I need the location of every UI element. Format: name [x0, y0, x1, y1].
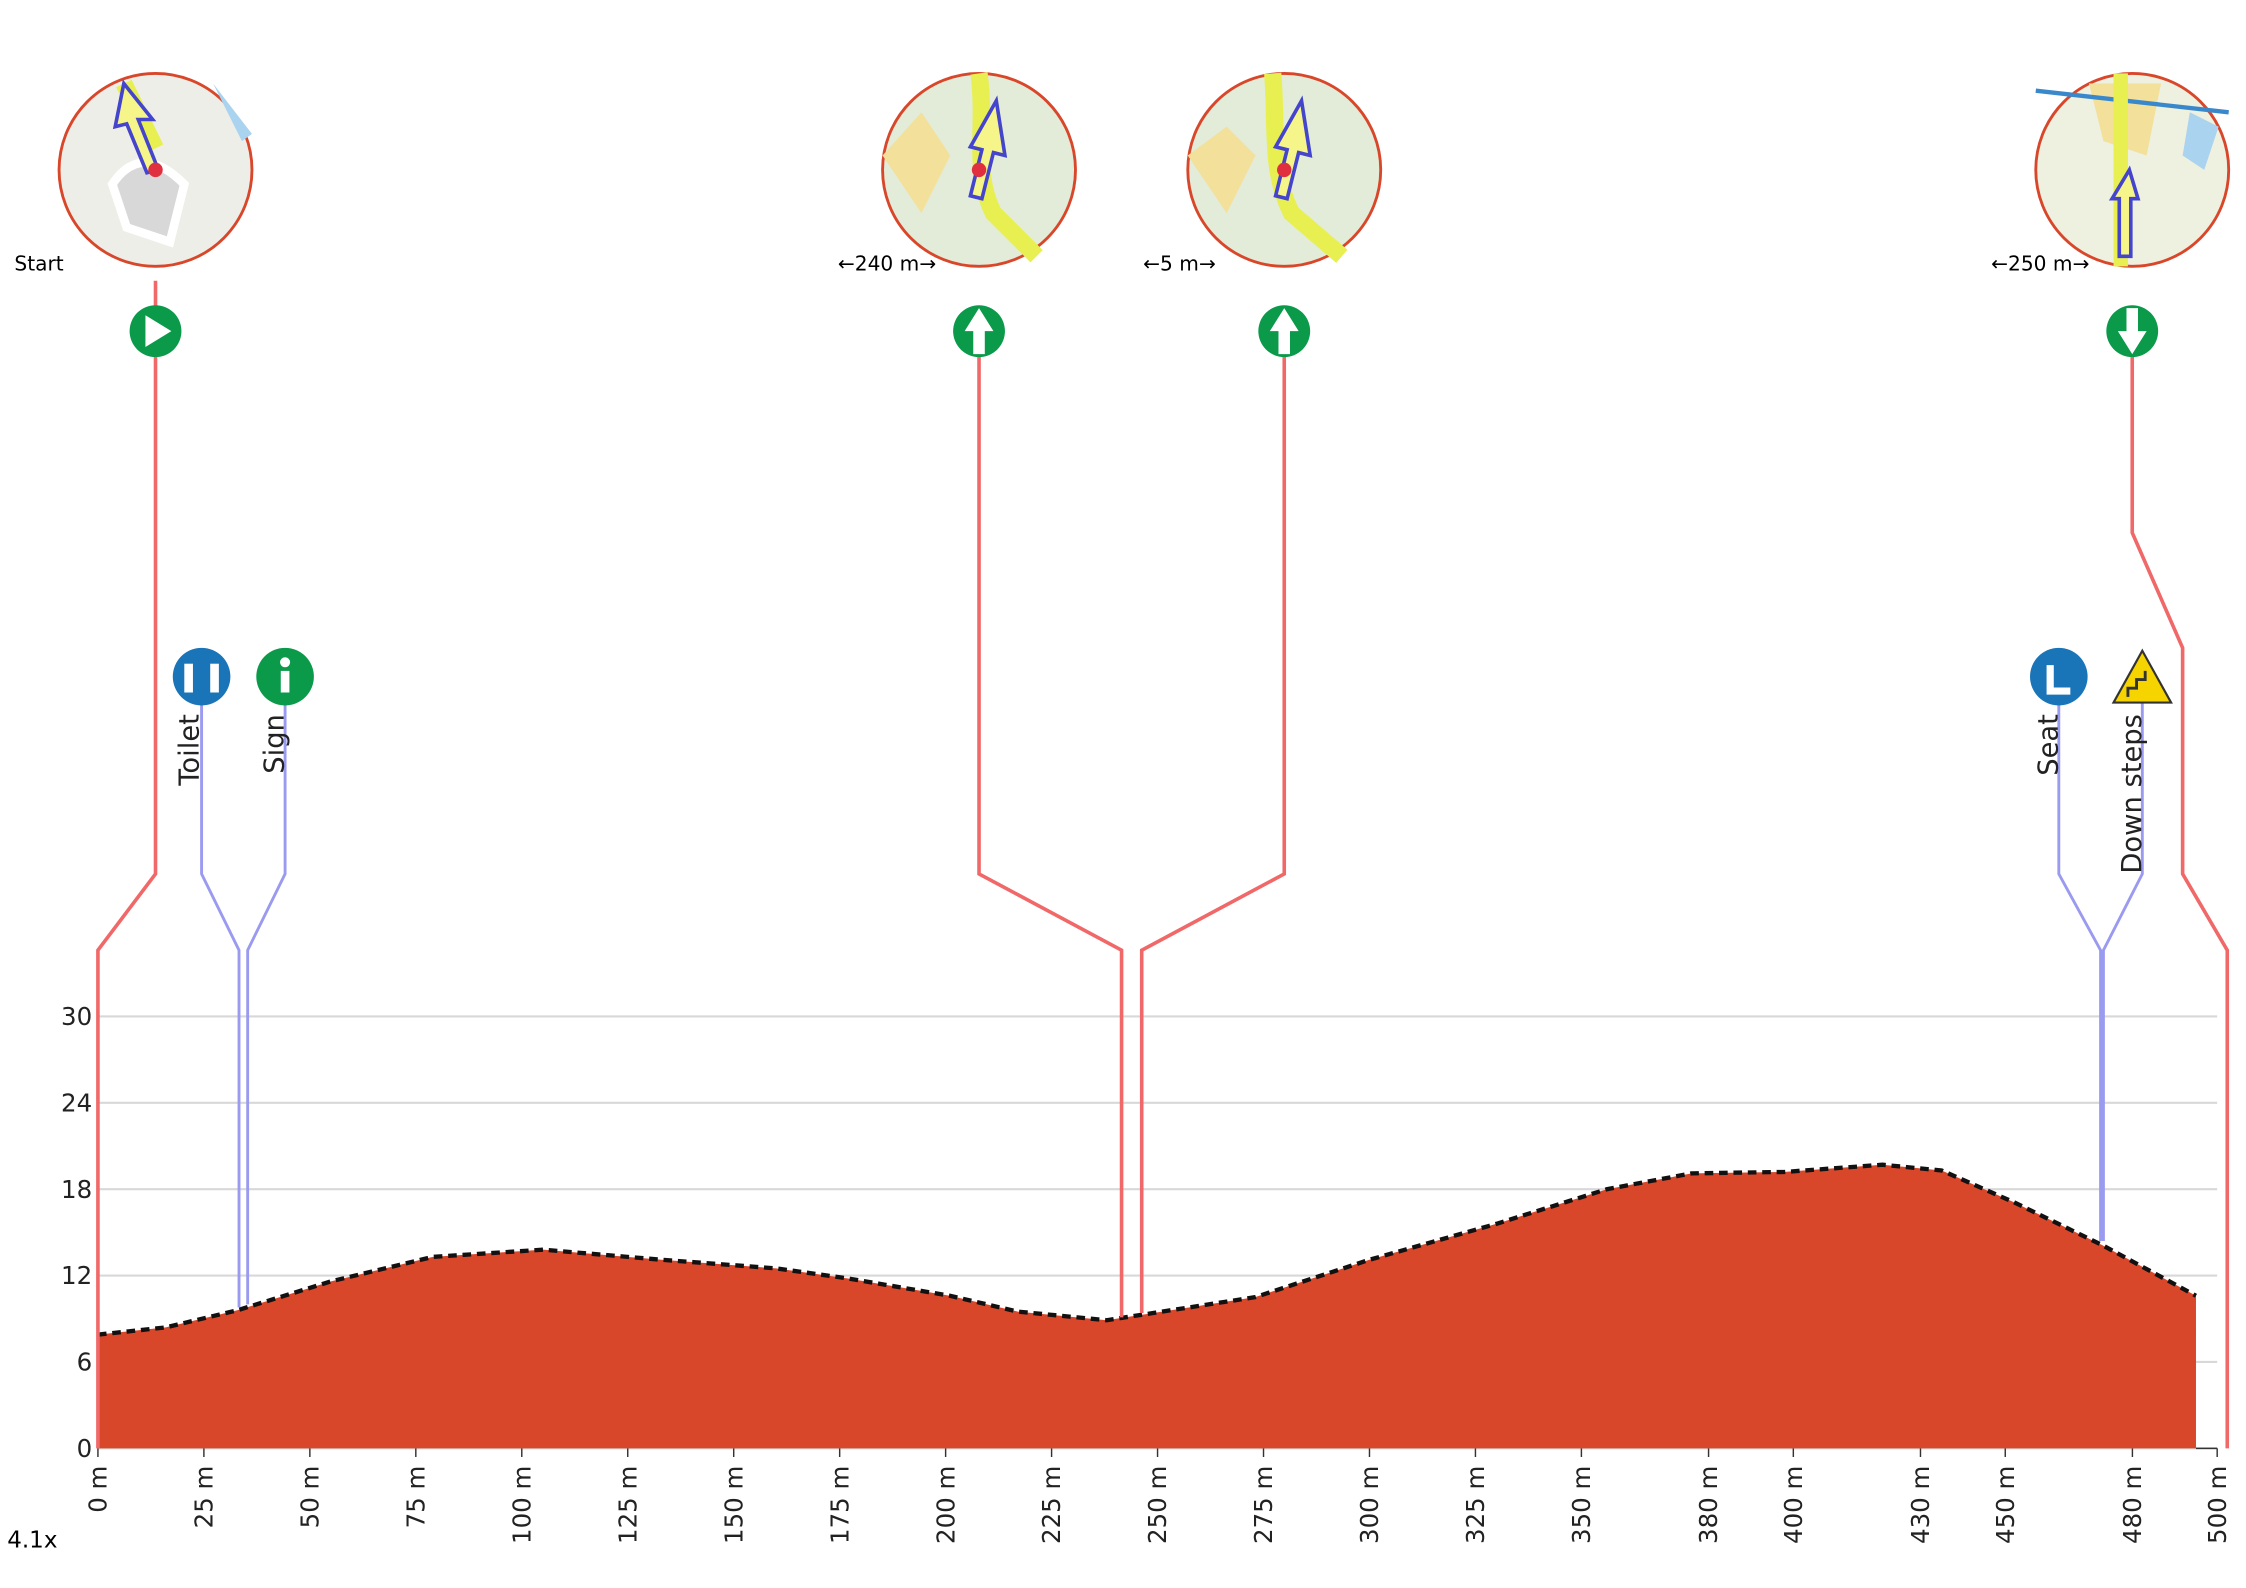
y-tick-label: 18 — [61, 1175, 92, 1204]
waypoint-line — [98, 281, 156, 1449]
chart: 06121824300 m25 m50 m75 m100 m125 m150 m… — [0, 0, 2246, 1588]
waypoint-label: ←240 m→ — [838, 252, 936, 276]
plot — [98, 1165, 2217, 1449]
x-tick-label: 250 m — [1143, 1466, 1172, 1544]
poi-line — [2059, 703, 2101, 1241]
y-tick-label: 6 — [77, 1348, 93, 1377]
x-tick-label: 400 m — [1779, 1466, 1808, 1544]
poi-label: Toilet — [175, 714, 206, 787]
map-thumbnail — [883, 73, 1076, 266]
y-tick-label: 0 — [77, 1434, 93, 1463]
elevation-area — [98, 1165, 2196, 1449]
y-tick-label: 30 — [61, 1002, 92, 1031]
steps-icon — [2114, 651, 2172, 703]
poi-label: Down steps — [2117, 714, 2148, 874]
map-thumbnail — [1188, 73, 1381, 266]
seat-icon — [2030, 648, 2088, 706]
icons — [130, 305, 2172, 705]
x-tick-label: 200 m — [931, 1466, 960, 1544]
x-tick-label: 225 m — [1037, 1466, 1066, 1544]
waypoint-line — [979, 353, 1122, 1318]
x-tick-label: 300 m — [1355, 1466, 1384, 1544]
x-tick-label: 350 m — [1567, 1466, 1596, 1544]
x-tick-label: 380 m — [1694, 1466, 1723, 1544]
waypoint-line — [1142, 353, 1285, 1313]
poi-line — [248, 703, 285, 1305]
x-tick-label: 430 m — [1906, 1466, 1935, 1544]
x-tick-label: 480 m — [2118, 1466, 2147, 1544]
poi-line — [202, 703, 239, 1308]
x-tick-label: 450 m — [1991, 1466, 2020, 1544]
x-tick-label: 325 m — [1461, 1466, 1490, 1544]
x-tick-label: 75 m — [401, 1466, 430, 1529]
x-tick-label: 150 m — [719, 1466, 748, 1544]
waypoint-label: ←250 m→ — [1991, 252, 2089, 276]
x-tick-label: 0 m — [84, 1466, 113, 1513]
x-tick-label: 125 m — [613, 1466, 642, 1544]
y-tick-label: 24 — [61, 1088, 92, 1117]
map-thumbnail — [59, 73, 252, 266]
x-tick-label: 50 m — [295, 1466, 324, 1529]
y-tick-label: 12 — [61, 1261, 92, 1290]
x-tick-label: 500 m — [2203, 1466, 2232, 1544]
waypoint-label: Start — [14, 252, 63, 276]
map-thumbnails — [59, 73, 2229, 266]
x-tick-label: 275 m — [1249, 1466, 1278, 1544]
x-tick-label: 100 m — [507, 1466, 536, 1544]
map-thumbnail — [2036, 73, 2229, 266]
waypoint-label: ←5 m→ — [1143, 252, 1216, 276]
poi-label: Seat — [2033, 714, 2064, 776]
x-tick-label: 175 m — [825, 1466, 854, 1544]
poi-label: Sign — [260, 714, 291, 774]
zoom-label: 4.1x — [7, 1528, 57, 1554]
toilet-icon — [173, 648, 231, 706]
x-tick-label: 25 m — [190, 1466, 219, 1529]
